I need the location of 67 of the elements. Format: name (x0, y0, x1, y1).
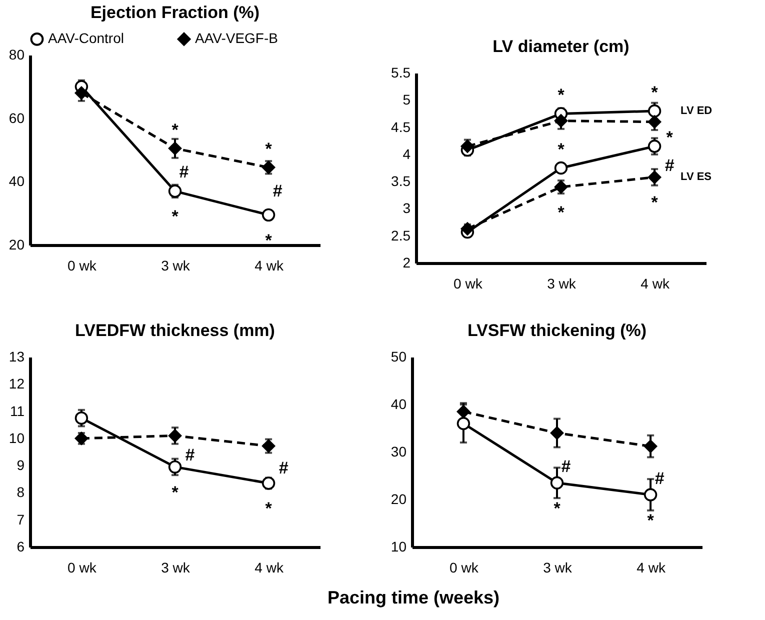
chart-title: LVEDFW thickness (mm) (75, 321, 275, 340)
y-tick-label: 80 (8, 46, 25, 62)
chart-title: LV diameter (cm) (492, 37, 630, 56)
annotation: # (272, 181, 283, 200)
x-tick-label: 4 wk (254, 258, 284, 274)
y-tick-label: 9 (16, 457, 25, 474)
annotation: * (265, 139, 272, 158)
legend-label: AAV-Control (48, 30, 124, 46)
x-tick-label: 0 wk (68, 560, 98, 576)
y-tick-label: 60 (8, 110, 25, 126)
annotation: * (558, 140, 565, 159)
chart-title: Ejection Fraction (%) (90, 3, 260, 22)
x-tick-label: 0 wk (68, 258, 98, 274)
y-tick-label: 20 (8, 236, 25, 252)
x-tick-label: 0 wk (454, 276, 484, 292)
annotation: * (172, 207, 179, 226)
y-tick-label: 6 (16, 538, 25, 554)
legend-label: AAV-VEGF-B (195, 30, 278, 46)
y-tick-label: 13 (8, 348, 25, 364)
annotation: * (666, 128, 674, 148)
y-tick-label: 40 (390, 396, 407, 412)
y-tick-label: 7 (16, 511, 25, 528)
y-tick-label: 10 (8, 430, 25, 446)
y-tick-label: 2.5 (391, 227, 411, 244)
x-tick-label: 4 wk (254, 560, 284, 576)
annotation: * (265, 499, 272, 518)
x-tick-label: 3 wk (543, 560, 573, 576)
annotation: # (654, 468, 665, 488)
annotation: * (265, 230, 272, 250)
y-tick-label: 40 (8, 173, 25, 190)
y-tick-label: 8 (16, 484, 25, 500)
x-tick-label: 0 wk (450, 560, 480, 576)
chart-title: LVSFW thickening (%) (467, 321, 647, 340)
annotation: * (172, 120, 179, 140)
y-tick-label: 11 (10, 402, 25, 419)
annotation: * (558, 203, 565, 222)
y-tick-label: 50 (390, 348, 407, 364)
annotation: # (278, 458, 289, 478)
x-tick-label: 3 wk (161, 560, 191, 576)
x-tick-label: 4 wk (640, 276, 670, 292)
y-tick-label: 2 (402, 254, 411, 270)
y-tick-label: 12 (8, 376, 25, 392)
x-tick-label: 4 wk (636, 560, 666, 576)
annotation: * (558, 86, 565, 105)
y-tick-label: 3.5 (391, 173, 411, 190)
annotation: * (647, 510, 654, 530)
y-tick-label: 4 (402, 146, 411, 162)
annotation: LV ED (680, 105, 712, 117)
annotation: LV ES (680, 171, 712, 184)
y-tick-label: 3 (402, 200, 411, 216)
annotation: # (664, 156, 675, 175)
y-tick-label: 20 (390, 491, 407, 507)
y-tick-label: 30 (390, 444, 407, 460)
x-axis-title: Pacing time (weeks) (327, 588, 500, 608)
y-tick-label: 5 (402, 92, 411, 108)
annotation: # (179, 162, 190, 182)
annotation: * (172, 482, 179, 502)
y-tick-label: 10 (390, 538, 407, 554)
y-tick-label: 4.5 (391, 118, 411, 135)
annotation: # (561, 456, 572, 476)
annotation: * (651, 83, 658, 102)
annotation: * (554, 498, 561, 518)
x-tick-label: 3 wk (161, 258, 191, 274)
annotation: # (185, 445, 196, 464)
annotation: * (651, 193, 658, 212)
y-tick-label: 5.5 (391, 64, 411, 80)
x-tick-label: 3 wk (547, 276, 577, 292)
